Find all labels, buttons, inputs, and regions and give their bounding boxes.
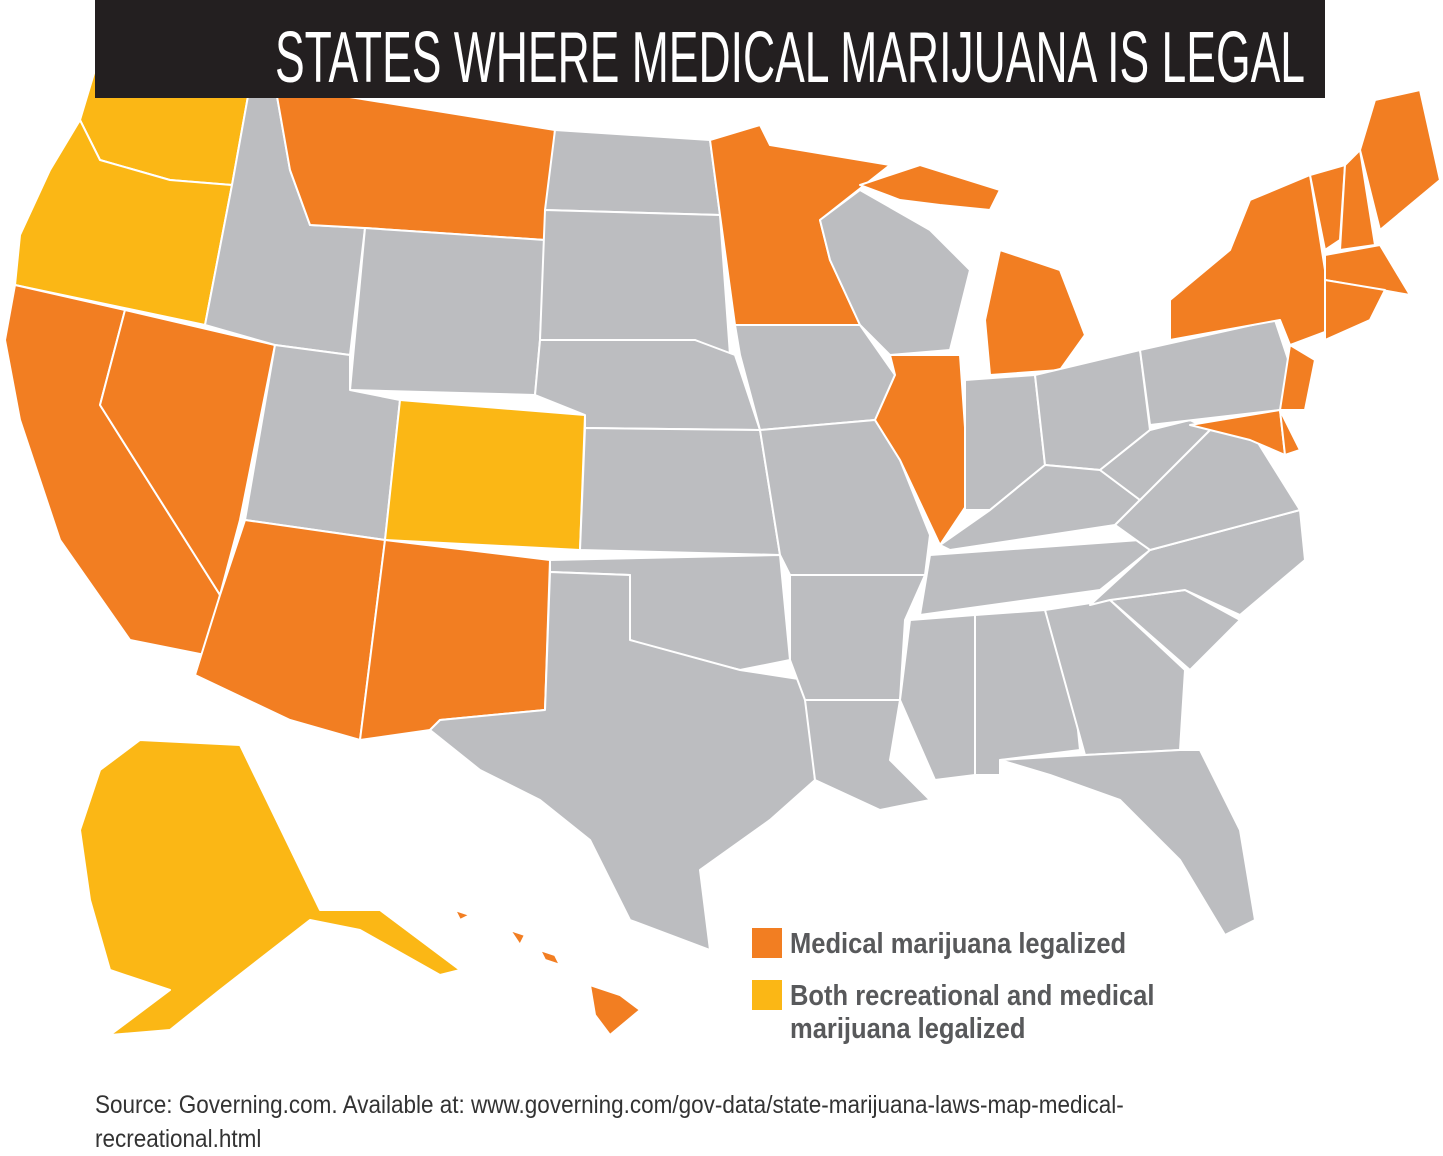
legend-label: Both recreational and medical marijuana … (790, 980, 1155, 1045)
legend-swatch (752, 980, 782, 1010)
state (274, 84, 556, 241)
state (984, 249, 1086, 376)
legend-item: Both recreational and medical marijuana … (752, 980, 1230, 1046)
title: STATES WHERE MEDICAL MARIJUANA IS LEGAL (275, 18, 1305, 98)
state (1139, 319, 1296, 426)
state (579, 427, 781, 556)
state (1359, 89, 1441, 231)
state (999, 749, 1256, 936)
state (539, 949, 561, 966)
state (919, 539, 1151, 616)
state (859, 164, 1001, 211)
state (349, 227, 546, 396)
state (734, 324, 896, 431)
state (1279, 409, 1301, 456)
title-bar (95, 0, 1325, 98)
legend-swatch (752, 928, 782, 958)
state (99, 309, 276, 596)
legend-label: Medical marijuana legalized (790, 928, 1127, 960)
state (429, 571, 816, 951)
state (509, 929, 526, 946)
state (1324, 244, 1411, 296)
state (899, 614, 976, 781)
state (544, 129, 721, 216)
states (4, 59, 1441, 1036)
state (384, 399, 586, 551)
state (79, 739, 461, 1036)
state (539, 209, 731, 356)
source-note: Source: Governing.com. Available at: www… (95, 1091, 1124, 1153)
legend-item: Medical marijuana legalized (752, 928, 1230, 961)
state (874, 354, 971, 546)
state (1169, 174, 1331, 346)
state (454, 909, 471, 921)
state (1324, 279, 1386, 341)
state (359, 539, 551, 741)
state (819, 189, 971, 356)
state (589, 984, 641, 1036)
state (1279, 344, 1316, 411)
